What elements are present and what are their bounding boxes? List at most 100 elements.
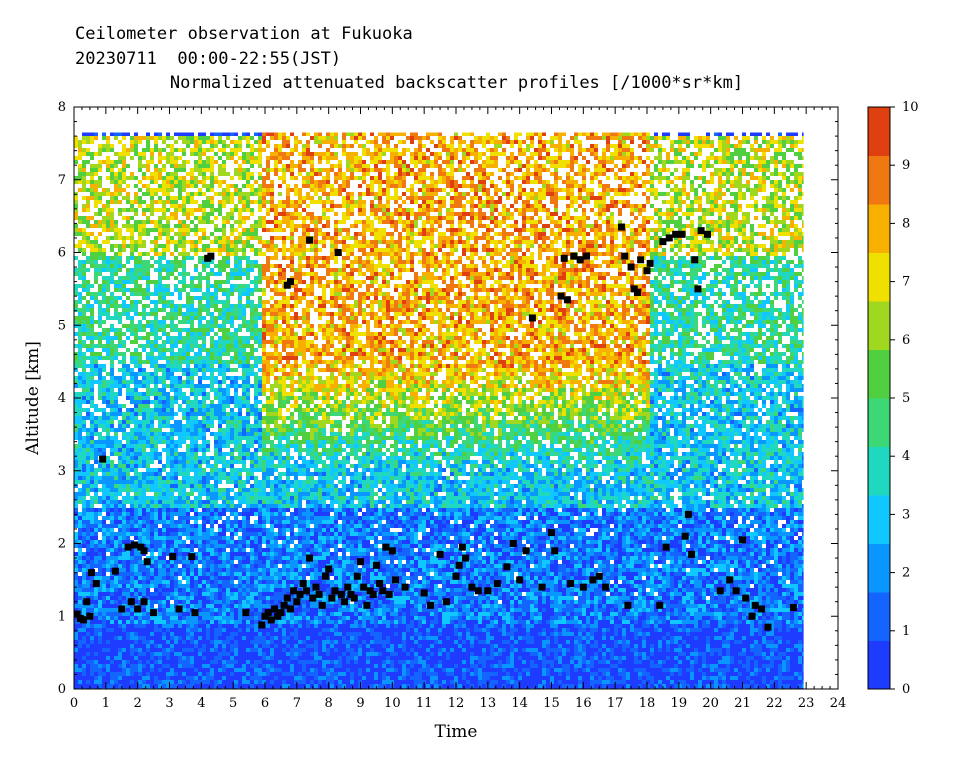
heatmap-cell (562, 148, 566, 152)
heatmap-cell (406, 208, 410, 212)
heatmap-cell (674, 220, 678, 224)
heatmap-cell (678, 220, 682, 224)
heatmap-cell (494, 240, 498, 244)
heatmap-cell (350, 164, 354, 168)
heatmap-cell (570, 276, 574, 280)
heatmap-cell (610, 212, 614, 216)
heatmap-cell (318, 172, 322, 176)
heatmap-cell (174, 156, 178, 160)
heatmap-cell (582, 228, 586, 232)
heatmap-cell (118, 188, 122, 192)
heatmap-cell (722, 280, 726, 284)
heatmap-cell (218, 156, 222, 160)
heatmap-cell (302, 248, 306, 252)
heatmap-cell (670, 244, 674, 248)
heatmap-cell (762, 140, 766, 144)
heatmap-cell (362, 264, 366, 268)
heatmap-cell (450, 288, 454, 292)
heatmap-cell (582, 184, 586, 188)
heatmap-cell (270, 236, 274, 240)
heatmap-cell (598, 164, 602, 168)
heatmap-cell (634, 208, 638, 212)
heatmap-cell (694, 236, 698, 240)
heatmap-cell (154, 292, 158, 296)
heatmap-cell (282, 252, 286, 256)
heatmap-cell (638, 184, 642, 188)
heatmap-cell (142, 252, 146, 256)
heatmap-cell (82, 208, 86, 212)
heatmap-cell (354, 132, 358, 136)
heatmap-cell (142, 240, 146, 244)
heatmap-cell (346, 256, 350, 260)
heatmap-cell (610, 224, 614, 228)
heatmap-cell (166, 156, 170, 160)
heatmap-cell (142, 272, 146, 276)
heatmap-cell (674, 140, 678, 144)
heatmap-cell (714, 160, 718, 164)
heatmap-cell (682, 180, 686, 184)
heatmap-cell (130, 140, 134, 144)
heatmap-cell (794, 288, 798, 292)
heatmap-cell (706, 192, 710, 196)
heatmap-cell (558, 188, 562, 192)
heatmap-cell (622, 240, 626, 244)
heatmap-cell (686, 264, 690, 268)
heatmap-cell (542, 276, 546, 280)
heatmap-cell (398, 264, 402, 268)
heatmap-cell (238, 232, 242, 236)
heatmap-cell (706, 144, 710, 148)
heatmap-cell (90, 196, 94, 200)
heatmap-cell (430, 288, 434, 292)
heatmap-cell (74, 144, 78, 148)
heatmap-cell (550, 144, 554, 148)
heatmap-cell (718, 196, 722, 200)
heatmap-cell (790, 232, 794, 236)
heatmap-cell (510, 152, 514, 156)
heatmap-cell (222, 228, 226, 232)
heatmap-cell (362, 220, 366, 224)
heatmap-cell (302, 232, 306, 236)
heatmap-cell (290, 260, 294, 264)
heatmap-cell (170, 216, 174, 220)
heatmap-cell (134, 148, 138, 152)
heatmap-cell (582, 232, 586, 236)
heatmap-cell (270, 228, 274, 232)
heatmap-cell (190, 172, 194, 176)
heatmap-cell (326, 220, 330, 224)
heatmap-cell (782, 204, 786, 208)
heatmap-cell (798, 204, 802, 208)
heatmap-cell (534, 152, 538, 156)
heatmap-cell (426, 272, 430, 276)
heatmap-cell (442, 172, 446, 176)
heatmap-cell (518, 288, 522, 292)
heatmap-cell (306, 216, 310, 220)
heatmap-cell (458, 196, 462, 200)
heatmap-cell (758, 256, 762, 260)
heatmap-cell (478, 236, 482, 240)
heatmap-cell (530, 180, 534, 184)
heatmap-cell (378, 188, 382, 192)
heatmap-cell (446, 252, 450, 256)
heatmap-cell (398, 240, 402, 244)
heatmap-cell (790, 188, 794, 192)
heatmap-cell (774, 184, 778, 188)
heatmap-cell (302, 244, 306, 248)
heatmap-cell (478, 184, 482, 188)
heatmap-cell (110, 272, 114, 276)
heatmap-cell (326, 208, 330, 212)
heatmap-cell (266, 160, 270, 164)
heatmap-cell (294, 252, 298, 256)
heatmap-cell (354, 168, 358, 172)
heatmap-cell (446, 172, 450, 176)
heatmap-cell (598, 236, 602, 240)
heatmap-cell (674, 212, 678, 216)
heatmap-cell (242, 156, 246, 160)
heatmap-cell (622, 244, 626, 248)
heatmap-cell (194, 288, 198, 292)
heatmap-cell (654, 140, 658, 144)
heatmap-cell (470, 252, 474, 256)
heatmap-cell (634, 204, 638, 208)
heatmap-cell (218, 272, 222, 276)
heatmap-cell (462, 184, 466, 188)
heatmap-cell (290, 256, 294, 260)
